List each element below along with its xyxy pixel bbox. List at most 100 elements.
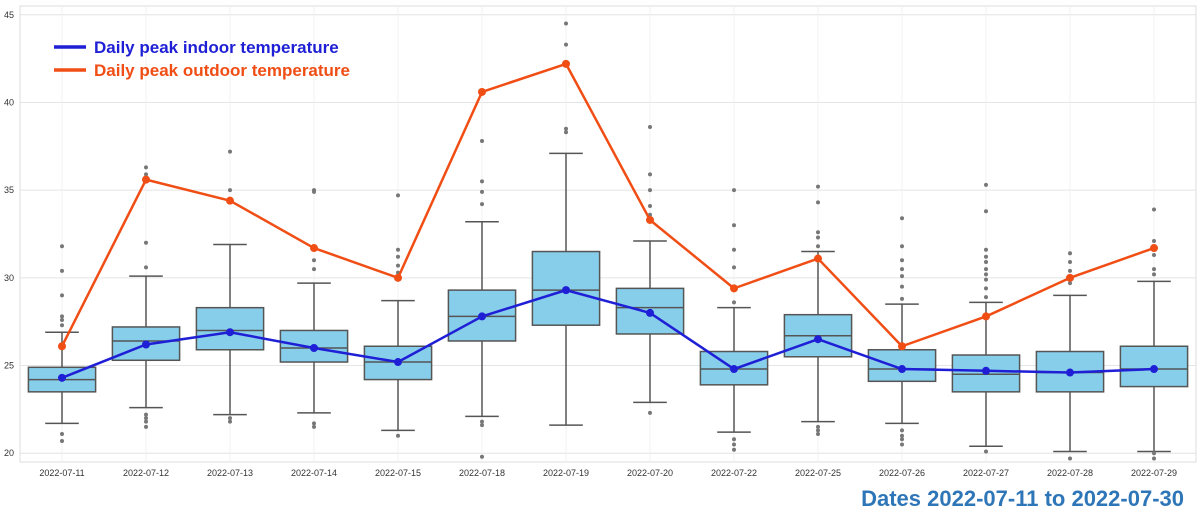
outlier-point [984,295,988,300]
outlier-point [564,126,568,131]
outlier-point [312,188,316,193]
x-tick-label: 2022-07-13 [207,468,253,478]
outlier-point [984,272,988,277]
outlier-point [984,267,988,272]
outlier-point [480,423,484,428]
series-line [61,288,1155,379]
outlier-point [396,193,400,198]
outlier-point [648,125,652,130]
series-point [562,286,570,295]
outlier-point [900,442,904,447]
outlier-point [312,424,316,429]
outlier-point [732,300,736,305]
series-point [562,59,570,68]
outlier-point [816,230,820,235]
outlier-point [1068,260,1072,265]
x-tick-label: 2022-07-18 [459,468,505,478]
outlier-point [1152,267,1156,272]
x-tick-label: 2022-07-22 [711,468,757,478]
series-point [814,254,822,263]
outlier-point [60,438,64,443]
outlier-point [900,274,904,279]
outlier-point [228,419,232,424]
outlier-point [60,314,64,319]
outlier-point [1152,272,1156,277]
outlier-point [732,223,736,228]
x-tick-labels: 2022-07-11 2022-07-12 2022-07-13 2022-07-14… [39,468,1177,478]
outlier-point [60,317,64,322]
outlier-point [60,323,64,328]
series-point [982,312,990,321]
outlier-point [1152,253,1156,258]
outlier-point [1152,239,1156,244]
outlier-point [984,209,988,214]
series-point [310,244,318,253]
series-point [58,342,66,351]
outlier-point [732,188,736,193]
outlier-point [900,284,904,289]
series-point [898,342,906,351]
outlier-point [1068,251,1072,256]
outlier-point [1152,451,1156,456]
outlier-point [60,268,64,273]
outlier-point [900,258,904,263]
outlier-point [984,182,988,187]
outlier-point [396,254,400,259]
series-point [982,366,990,375]
x-tick-label: 2022-07-19 [543,468,589,478]
outlier-point [816,428,820,433]
series-point [730,365,738,374]
legend-label: Daily peak indoor temperature [94,38,339,57]
outlier-point [900,296,904,301]
series-point [898,365,906,374]
outlier-point [144,165,148,170]
outlier-point [312,267,316,272]
x-tick-label: 2022-07-26 [879,468,925,478]
outlier-point [144,172,148,177]
series-point [226,196,234,205]
outlier-point [900,428,904,433]
series-point [730,284,738,293]
outlier-point [900,437,904,442]
outlier-point [1068,281,1072,286]
outlier-point [900,244,904,249]
series-point [646,308,654,317]
x-tick-label: 2022-07-28 [1047,468,1093,478]
box-plot-2022-07-27 [951,182,1021,454]
outlier-point [900,433,904,438]
y-tick-label: 35 [4,185,14,195]
series-lines [58,59,1158,382]
series-point [142,340,150,349]
y-tick-label: 45 [4,10,14,20]
outlier-point [816,200,820,205]
outlier-point [564,21,568,26]
outlier-point [984,449,988,454]
x-tick-label: 2022-07-27 [963,468,1009,478]
outlier-point [648,188,652,193]
outlier-point [984,277,988,282]
series-point [142,175,150,184]
outlier-point [564,130,568,135]
outlier-point [396,263,400,268]
series-point [1150,365,1158,374]
outlier-point [228,416,232,421]
outlier-point [480,189,484,194]
y-tick-label: 25 [4,361,14,371]
outlier-point [144,419,148,424]
outlier-point [900,216,904,221]
x-tick-label: 2022-07-20 [627,468,673,478]
x-tick-label: 2022-07-11 [39,468,84,478]
y-tick-label: 20 [4,448,14,458]
series-indoor [58,286,1158,382]
outlier-point [480,419,484,424]
series-line [60,62,1155,348]
outlier-point [648,410,652,415]
x-axis-label: Dates 2022-07-11 to 2022-07-30 [861,486,1184,511]
box-plot-2022-07-11 [27,244,97,443]
series-point [478,87,486,96]
series-point [1066,273,1074,282]
outlier-point [984,247,988,252]
outlier-point [816,431,820,436]
outlier-point [228,188,232,193]
